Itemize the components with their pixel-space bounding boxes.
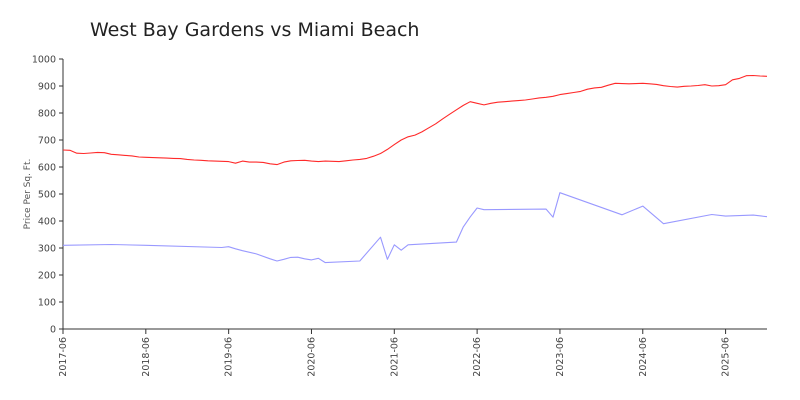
y-tick-label: 1000 <box>32 55 56 66</box>
y-tick-label: 300 <box>38 244 56 255</box>
y-tick-label: 100 <box>38 298 56 309</box>
y-tick-label: 200 <box>38 271 56 282</box>
x-tick-label: 2024-06 <box>638 337 649 377</box>
x-tick-label: 2018-06 <box>141 337 152 377</box>
x-tick-label: 2020-06 <box>306 337 317 377</box>
x-tick-label: 2019-06 <box>224 337 235 377</box>
series-line-1 <box>62 74 768 166</box>
y-tick-label: 700 <box>38 136 56 147</box>
y-axis-label: Price Per Sq. Ft. <box>23 159 33 230</box>
x-tick-label: 2017-06 <box>58 337 69 377</box>
y-axis: 0 100 200 300 400 500 600 700 800 900 1000 <box>32 55 64 336</box>
x-tick-label: 2021-06 <box>389 337 400 377</box>
series-line-2 <box>62 192 768 264</box>
y-tick-label: 500 <box>38 190 56 201</box>
x-tick-label: 2025-06 <box>721 337 732 377</box>
y-tick-label: 800 <box>38 109 56 120</box>
chart-title: West Bay Gardens vs Miami Beach <box>90 19 419 41</box>
x-tick-label: 2023-06 <box>555 337 566 377</box>
y-tick-label: 900 <box>38 82 56 93</box>
y-tick-label: 400 <box>38 217 56 228</box>
x-axis: 2017-06 2018-06 2019-06 2020-06 2021-06 2022-… <box>58 328 767 377</box>
series-group <box>62 74 768 264</box>
y-tick-label: 600 <box>38 163 56 174</box>
y-tick-label: 0 <box>50 325 56 336</box>
x-tick-label: 2022-06 <box>472 337 483 377</box>
